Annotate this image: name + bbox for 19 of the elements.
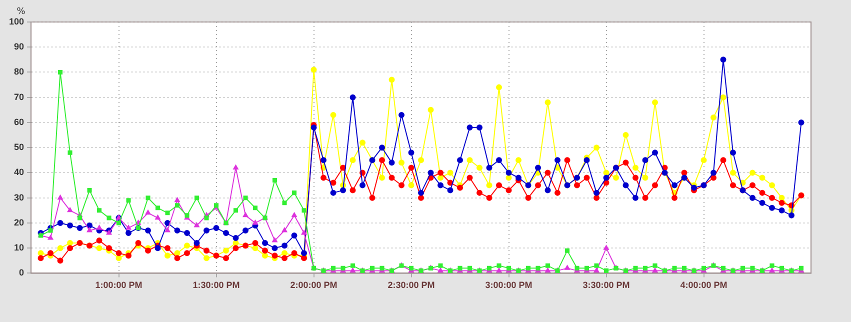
x-tick-label: 3:30:00 PM (582, 280, 630, 290)
y-axis-title: % (16, 7, 26, 17)
x-tick-label: 4:00:00 PM (680, 280, 728, 290)
y-tick-label: 50 (14, 142, 24, 152)
x-tick-label: 2:00:00 PM (290, 280, 338, 290)
y-tick-label: 70 (14, 92, 24, 102)
x-tick-label: 2:30:00 PM (388, 280, 435, 290)
y-tick-label: 60 (14, 116, 24, 127)
y-tick-label: 100 (8, 16, 24, 26)
y-tick-label: 80 (14, 66, 24, 77)
y-tick-label: 30 (14, 192, 24, 202)
y-tick-label: 90 (14, 42, 24, 52)
y-tick-label: 40 (14, 167, 24, 178)
x-tick-label: 1:30:00 PM (192, 280, 240, 290)
y-tick-label: 20 (14, 217, 24, 228)
x-tick-label: 3:00:00 PM (485, 280, 532, 290)
x-tick-label: 1:00:00 PM (95, 280, 142, 290)
y-tick-label: 10 (14, 242, 24, 253)
y-tick-label: 0 (19, 268, 24, 278)
